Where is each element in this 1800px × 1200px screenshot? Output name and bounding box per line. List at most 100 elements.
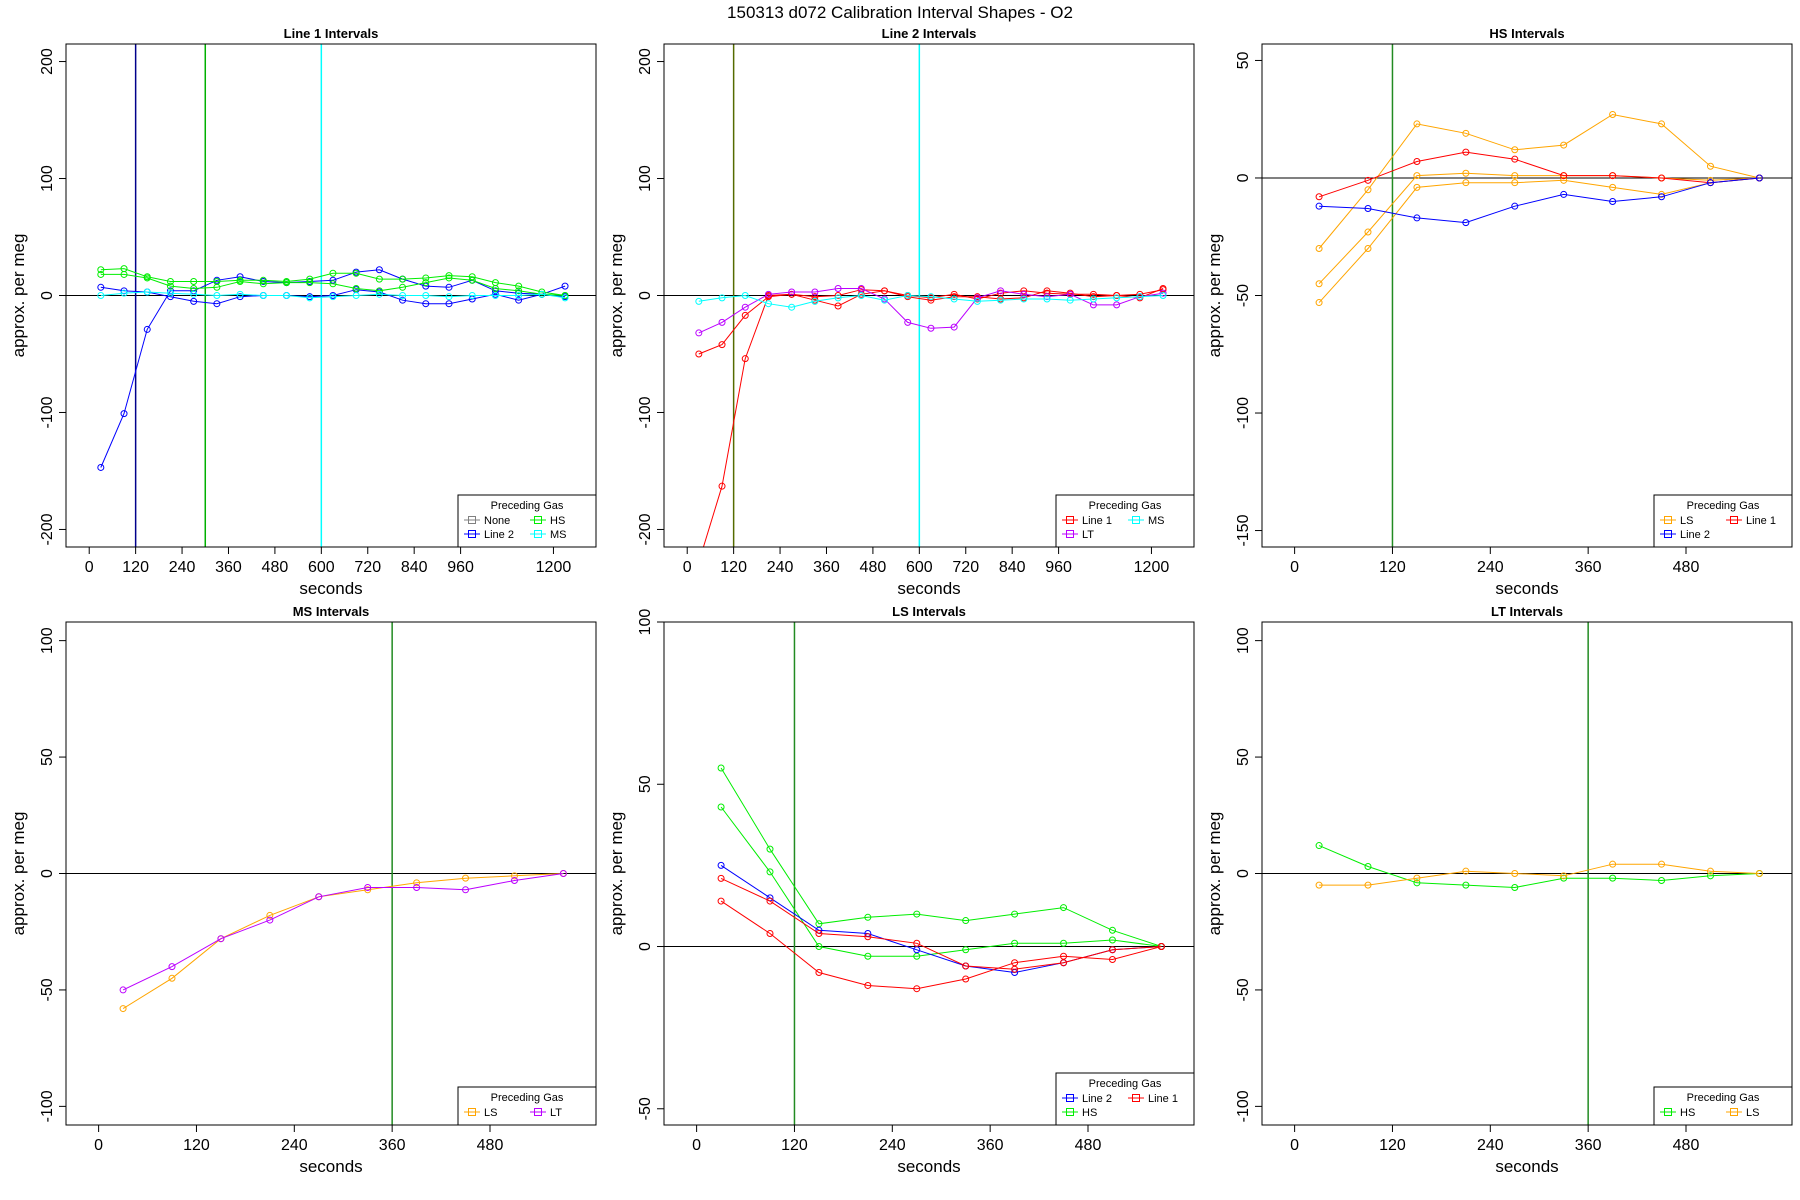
series-line: [1319, 177, 1760, 224]
y-axis-label: approx. per meg: [1205, 234, 1224, 358]
legend-swatch-box: [1132, 516, 1140, 524]
y-tick-label: 50: [1235, 51, 1252, 69]
data-point: [1157, 943, 1165, 951]
data-point: [1462, 867, 1470, 875]
panel-title: MS Intervals: [293, 604, 370, 619]
x-tick-label: 360: [379, 1137, 406, 1154]
series-line: [1318, 113, 1760, 249]
data-point: [364, 886, 372, 894]
data-point: [864, 933, 872, 941]
y-tick-label: 100: [637, 609, 654, 636]
data-point: [1609, 860, 1617, 868]
data-point: [97, 270, 105, 278]
series-line: [720, 877, 1162, 970]
data-point: [834, 302, 842, 310]
x-tick-label: 0: [94, 1137, 103, 1154]
x-tick-label: 120: [122, 559, 149, 576]
y-axis: -50 0 50 100 approx. per meg: [607, 609, 665, 1120]
series-hs: [97, 265, 569, 299]
legend-label: Line 2: [1082, 1093, 1112, 1105]
data-point: [1089, 293, 1097, 301]
data-point: [1315, 193, 1323, 201]
x-tick-label: 240: [1477, 1137, 1504, 1154]
data-point: [422, 274, 430, 282]
x-tick-label: 0: [1290, 559, 1299, 576]
data-point: [973, 297, 981, 305]
data-point: [375, 290, 383, 298]
data-point: [143, 274, 151, 282]
data-point: [283, 292, 291, 299]
legend-box: [1055, 1072, 1195, 1126]
series-ls: [1315, 111, 1763, 252]
data-point: [857, 284, 865, 292]
legend-title: Preceding Gas: [491, 500, 564, 512]
data-point: [515, 296, 523, 304]
x-axis-label: seconds: [897, 579, 960, 598]
data-point: [143, 325, 151, 333]
data-point: [491, 292, 499, 299]
x-tick-label: 840: [401, 559, 428, 576]
chart-panel-hs-intervals: HS Intervals 0 120 240 360 480 seconds -150 -100…: [1205, 26, 1793, 598]
data-point: [468, 276, 476, 284]
data-point: [120, 265, 128, 273]
data-point: [718, 482, 726, 490]
x-tick-label: 480: [1673, 559, 1700, 576]
data-point: [445, 300, 453, 308]
legend-label: LT: [550, 1107, 562, 1119]
x-axis-label: seconds: [299, 1157, 362, 1176]
legend-item-line-2: Line 2: [1062, 1093, 1112, 1105]
data-point: [950, 293, 958, 301]
legend-item-ms: MS: [1128, 515, 1165, 527]
panel-title: LS Intervals: [892, 604, 966, 619]
data-point: [1560, 172, 1568, 180]
data-point: [120, 287, 128, 295]
y-tick-label: -100: [1235, 1090, 1252, 1122]
data-point: [962, 917, 970, 925]
data-point: [811, 293, 819, 301]
legend-item-ls: LS: [1660, 515, 1693, 527]
data-point: [1364, 228, 1372, 236]
x-tick-label: 120: [1379, 559, 1406, 576]
data-point: [1658, 193, 1666, 201]
data-point: [1413, 874, 1421, 882]
data-point: [815, 930, 823, 938]
data-point: [913, 985, 921, 993]
x-tick-label: 360: [215, 559, 242, 576]
data-point: [718, 294, 726, 302]
legend-item-none: None: [464, 515, 510, 527]
data-point: [962, 962, 970, 970]
data-point: [213, 292, 221, 299]
x-tick-label: 240: [879, 1137, 906, 1154]
data-point: [119, 986, 127, 994]
data-point: [1413, 120, 1421, 128]
data-point: [306, 279, 314, 287]
legend-label: LT: [1082, 529, 1094, 541]
data-point: [1136, 290, 1144, 298]
data-point: [166, 277, 174, 285]
data-point: [413, 883, 421, 891]
x-tick-label: 960: [447, 559, 474, 576]
data-point: [97, 283, 105, 291]
series-ms: [695, 292, 1167, 311]
data-point: [1609, 197, 1617, 205]
chart-panel-ms-intervals: MS Intervals 0 120 240 360 480 seconds -100 -50 0…: [9, 604, 597, 1176]
data-point: [1364, 244, 1372, 252]
series-ls: [1315, 174, 1763, 307]
x-tick-label: 240: [169, 559, 196, 576]
data-point: [834, 284, 842, 292]
data-point: [1755, 870, 1763, 877]
data-point: [1658, 174, 1666, 182]
data-point: [857, 292, 865, 299]
data-point: [1462, 148, 1470, 156]
y-tick-label: 0: [637, 291, 654, 300]
legend-item-ls: LS: [1726, 1107, 1759, 1119]
data-point: [422, 282, 430, 290]
data-point: [329, 276, 337, 284]
data-point: [1043, 295, 1051, 303]
legend-box: [1055, 494, 1195, 548]
figure-title: 150313 d072 Calibration Interval Shapes …: [727, 3, 1073, 22]
data-point: [1560, 872, 1568, 880]
data-point: [1364, 205, 1372, 213]
data-point: [422, 292, 430, 299]
data-point: [741, 303, 749, 311]
